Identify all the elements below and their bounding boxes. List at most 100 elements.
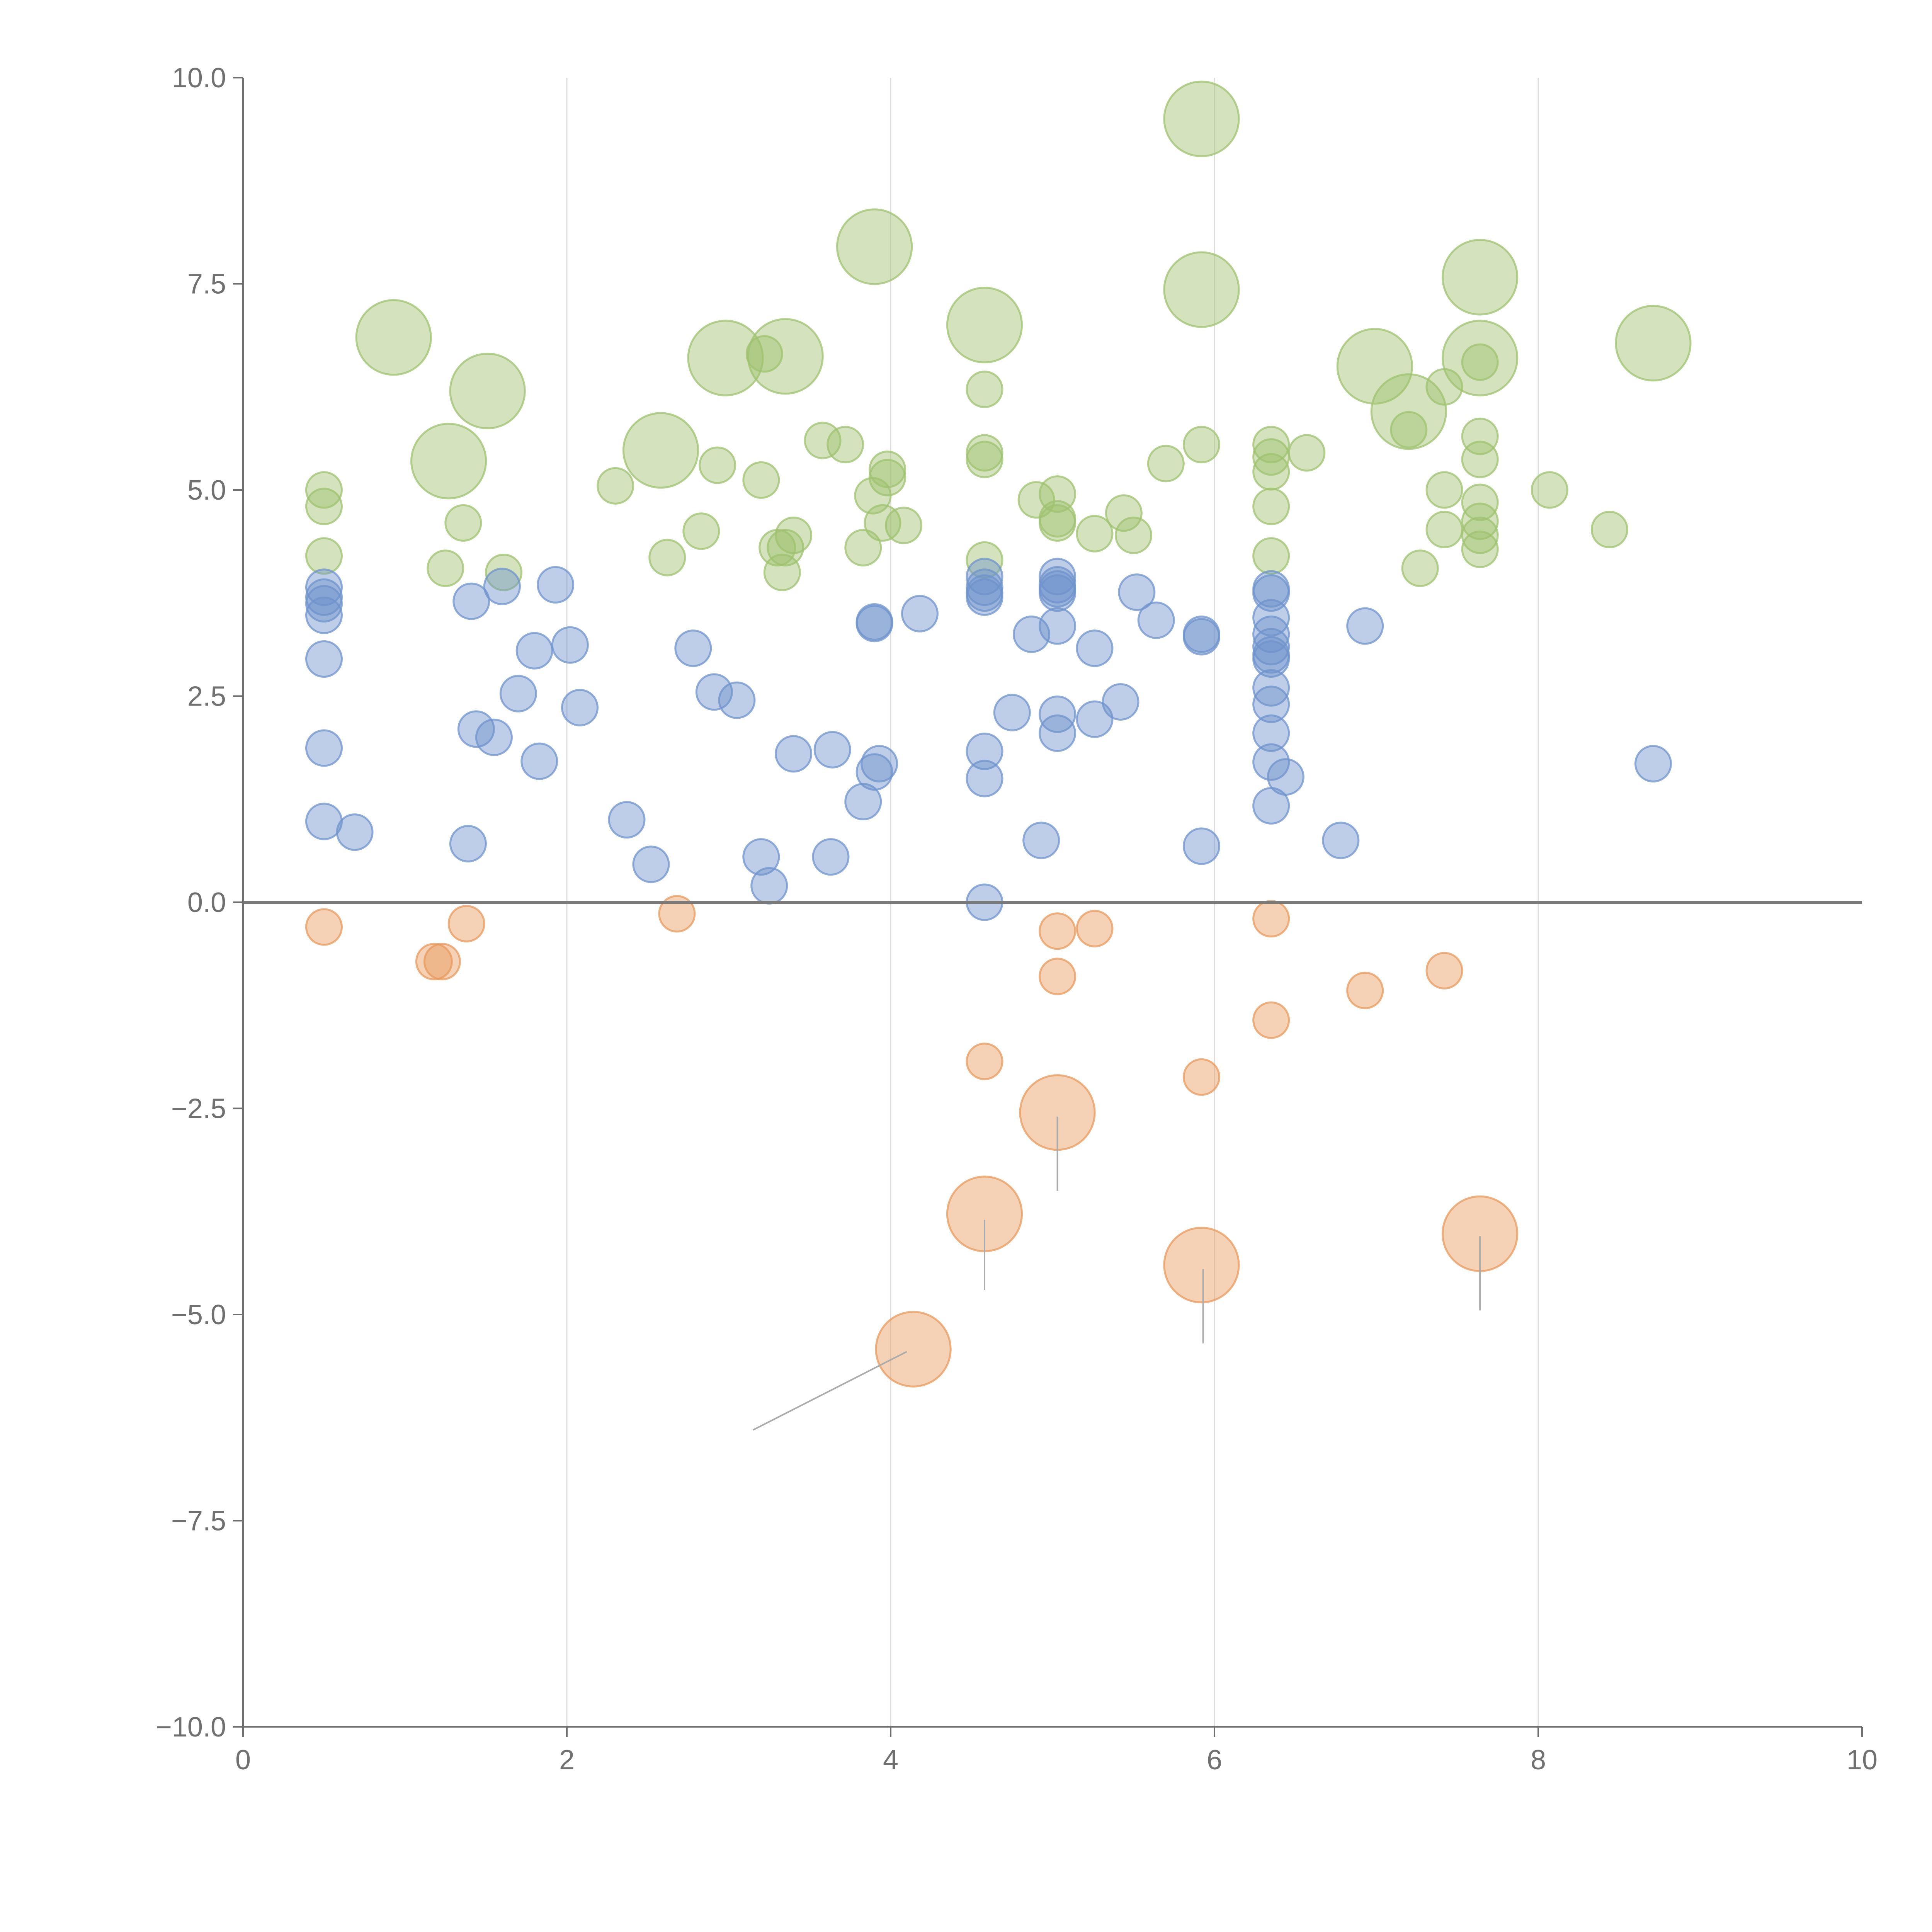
data-point-low xyxy=(1267,758,1304,796)
y-tick-label: 10.0 xyxy=(172,63,226,94)
data-point-high xyxy=(1461,343,1499,381)
data-point-high xyxy=(869,451,906,488)
data-point-negative xyxy=(447,905,485,942)
data-point-high xyxy=(827,426,864,464)
data-point-low xyxy=(1252,669,1290,707)
data-point-high xyxy=(1288,434,1326,472)
data-point-negative xyxy=(966,1043,1003,1080)
y-tick-label: 5.0 xyxy=(187,475,226,506)
data-point-low xyxy=(812,838,850,876)
data-point-high xyxy=(410,423,487,500)
data-point-low xyxy=(1322,821,1360,859)
data-point-high xyxy=(1252,453,1290,491)
data-point-low xyxy=(1634,745,1672,782)
data-point-negative xyxy=(1076,910,1114,947)
x-tick-label: 6 xyxy=(1207,1745,1222,1776)
data-point-high xyxy=(804,422,842,459)
leader-lines xyxy=(752,1116,1481,1431)
data-point-high xyxy=(699,446,736,484)
data-point-high xyxy=(355,299,432,376)
y-tick-label: −10.0 xyxy=(156,1712,226,1743)
data-point-negative xyxy=(1425,952,1463,990)
x-tick-label: 4 xyxy=(883,1745,898,1776)
data-point-low xyxy=(1252,628,1290,665)
data-point-high xyxy=(1336,328,1413,405)
data-point-high xyxy=(597,467,634,505)
data-point-low xyxy=(901,595,939,633)
data-point-negative xyxy=(1182,1058,1220,1096)
y-tick-label: −2.5 xyxy=(171,1094,226,1124)
data-point-high xyxy=(1590,510,1628,548)
data-point-low xyxy=(1039,574,1077,612)
data-point-negative xyxy=(1163,1226,1240,1304)
data-point-low xyxy=(1252,640,1290,678)
data-point-high xyxy=(1252,426,1290,464)
data-point-high xyxy=(444,504,482,542)
data-point-high xyxy=(966,440,1003,478)
data-point-low xyxy=(1252,685,1290,723)
x-axis-ticks: 0 2 4 6 8 10 xyxy=(235,1727,1878,1776)
data-point-low xyxy=(632,845,670,883)
data-point-low xyxy=(537,566,575,604)
data-point-low xyxy=(1039,558,1077,595)
data-point-low xyxy=(1102,683,1139,721)
data-point-high xyxy=(1252,488,1290,526)
data-point-high xyxy=(966,541,1003,579)
data-point-low xyxy=(452,582,490,620)
data-point-low xyxy=(520,742,558,780)
data-point-high xyxy=(747,318,824,395)
data-point-low xyxy=(499,675,537,713)
data-point-low xyxy=(966,578,1003,616)
data-point-negative xyxy=(1252,1001,1290,1039)
data-point-high xyxy=(1182,426,1220,464)
data-point-high xyxy=(1442,239,1519,316)
data-point-negative xyxy=(658,895,696,933)
data-point-high xyxy=(1390,411,1428,449)
data-point-low xyxy=(1039,695,1077,733)
data-point-negative xyxy=(423,943,461,981)
data-point-low xyxy=(1182,827,1220,865)
data-point-high xyxy=(449,352,526,430)
data-point-low xyxy=(966,558,1003,595)
annotation-leader-line xyxy=(752,1351,907,1431)
data-point-high xyxy=(864,504,901,542)
data-point-low xyxy=(1076,700,1114,738)
data-point-high xyxy=(885,507,923,544)
data-point-low xyxy=(1118,573,1156,611)
data-point-negative xyxy=(1346,971,1384,1009)
data-point-high xyxy=(1615,305,1692,382)
data-point-low xyxy=(1346,607,1384,645)
x-tick-label: 0 xyxy=(235,1745,251,1776)
data-point-high xyxy=(869,459,906,497)
y-tick-label: 0.0 xyxy=(187,887,226,918)
data-point-high xyxy=(966,371,1003,408)
data-point-low xyxy=(844,783,882,821)
bubbles xyxy=(305,80,1692,1388)
data-point-high xyxy=(1425,471,1463,509)
data-point-high xyxy=(1461,483,1499,521)
data-point-low xyxy=(861,745,898,782)
data-point-low xyxy=(305,729,343,767)
data-point-low xyxy=(1022,821,1060,859)
data-point-low xyxy=(608,801,646,839)
data-point-low xyxy=(483,568,521,605)
data-point-low xyxy=(561,689,599,726)
data-point-low xyxy=(305,640,343,678)
data-point-high xyxy=(1163,251,1240,328)
data-point-high xyxy=(742,461,780,499)
data-point-low xyxy=(695,673,733,711)
data-point-high xyxy=(1461,531,1499,568)
data-point-high xyxy=(1039,504,1077,542)
data-point-negative xyxy=(415,943,453,981)
data-point-high xyxy=(1076,515,1114,553)
y-tick-label: 7.5 xyxy=(187,269,226,300)
data-point-high xyxy=(1425,510,1463,548)
data-point-high xyxy=(427,549,464,587)
data-point-high xyxy=(1401,549,1439,587)
data-point-high xyxy=(1461,516,1499,554)
data-point-negative xyxy=(1039,912,1077,950)
data-point-low xyxy=(1137,601,1175,639)
data-point-low xyxy=(674,629,712,667)
data-point-low xyxy=(1252,599,1290,637)
